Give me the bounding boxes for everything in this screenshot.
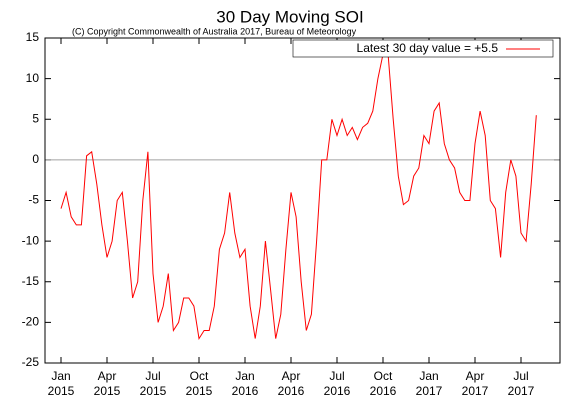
y-tick-label: 0 — [32, 152, 39, 166]
y-tick-label: 5 — [32, 111, 39, 125]
y-tick-label: 10 — [26, 71, 40, 85]
y-tick-label: -10 — [22, 233, 40, 247]
x-tick-label: Jul 2017 — [508, 369, 535, 398]
legend-box — [292, 39, 554, 58]
x-tick-label: Apr 2015 — [94, 369, 121, 398]
x-tick-label: Jul 2015 — [140, 369, 167, 398]
plot-frame — [44, 37, 561, 364]
x-tick-label: Apr 2017 — [462, 369, 489, 398]
x-tick-label: Jul 2016 — [324, 369, 351, 398]
series-line — [60, 53, 537, 340]
y-tick-label: -15 — [22, 274, 40, 288]
y-tick-label: -25 — [22, 355, 40, 369]
x-tick-label: Oct 2015 — [186, 369, 213, 398]
y-tick-label: -20 — [22, 315, 40, 329]
x-tick-label: Oct 2016 — [370, 369, 397, 398]
x-tick-label: Jan 2017 — [416, 369, 443, 398]
legend: Latest 30 day value = +5.5 — [292, 39, 554, 58]
x-tick-label: Jan 2015 — [48, 369, 75, 398]
y-tick-label: 15 — [26, 30, 40, 44]
chart-title: 30 Day Moving SOI — [216, 7, 363, 26]
x-tick-label: Jan 2016 — [232, 369, 259, 398]
legend-label: Latest 30 day value = +5.5 — [357, 41, 499, 55]
y-tick-label: -5 — [28, 193, 39, 207]
chart-subtitle: (C) Copyright Commonwealth of Australia … — [72, 26, 357, 36]
x-tick-label: Apr 2016 — [278, 369, 305, 398]
